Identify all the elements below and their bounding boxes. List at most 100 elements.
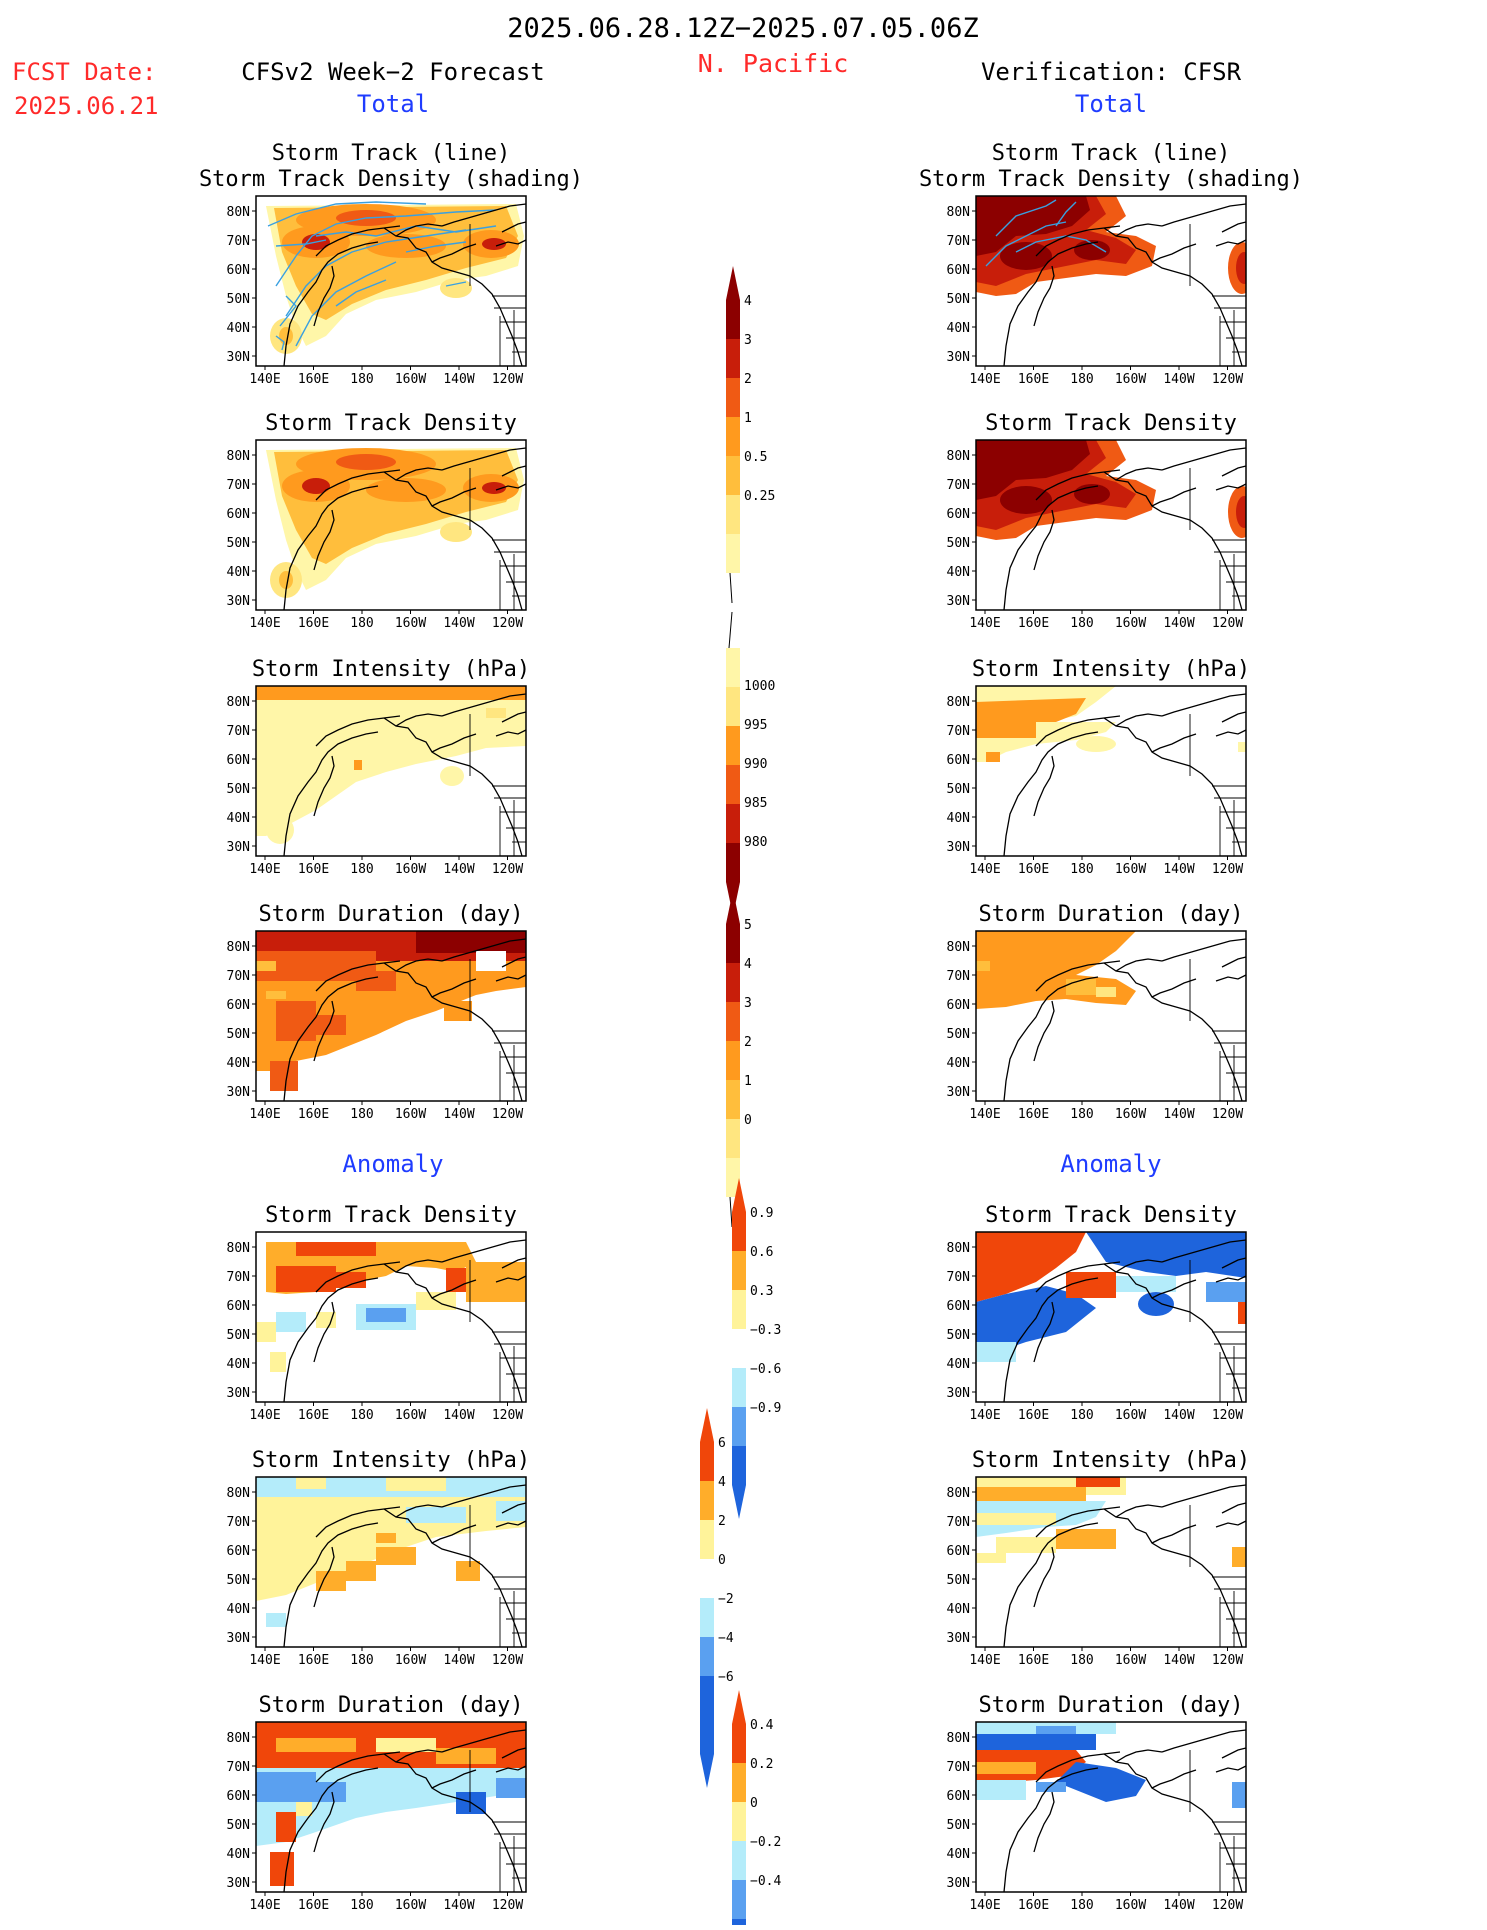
map-panel-forecast-2: Storm Track Density 80N 70N 60N 50N 40N 30N 140… (227, 411, 527, 631)
lat-tick-label: 30N (227, 1876, 250, 1891)
colorbar-tick-label: −0.2 (750, 1835, 781, 1850)
lat-tick-label: 60N (947, 1299, 970, 1314)
lon-tick-label: 160E (298, 1408, 329, 1423)
colorbar-tick-label: −2 (718, 1592, 734, 1607)
lat-tick-label: 80N (227, 1241, 250, 1256)
map-panel-forecast-7: Storm Duration (day) 80N 70N 60N 50N 40N 30N 14… (227, 1693, 527, 1913)
lon-tick-label: 140W (1163, 372, 1194, 387)
coastline (1003, 1729, 1247, 1893)
lat-tick-label: 50N (947, 1027, 970, 1042)
coastline (1003, 1239, 1247, 1403)
lon-tick-label: 160E (1018, 1107, 1049, 1122)
map-frame (255, 439, 527, 611)
colorbar-tick-label: 0.5 (744, 450, 767, 465)
lon-tick-label: 160W (395, 1408, 426, 1423)
map-frame (975, 685, 1247, 857)
lon-tick-label: 140E (969, 372, 1000, 387)
lon-tick-label: 140W (443, 1408, 474, 1423)
lon-tick-label: 160W (1115, 862, 1146, 877)
lon-tick-label: 160E (1018, 1898, 1049, 1913)
lat-tick-label: 50N (227, 292, 250, 307)
lon-tick-label: 180 (1070, 1107, 1093, 1122)
colorbar-tick-label: −0.3 (750, 1323, 781, 1338)
lat-tick-label: 70N (227, 478, 250, 493)
lon-tick-label: 180 (350, 1653, 373, 1668)
panel-title: Storm Intensity (hPa) (252, 657, 530, 682)
lon-tick-label: 140W (443, 616, 474, 631)
coastline (283, 938, 527, 1102)
lon-tick-label: 160W (1115, 1107, 1146, 1122)
lon-tick-label: 140E (249, 372, 280, 387)
lon-tick-label: 180 (1070, 1898, 1093, 1913)
lon-tick-label: 140E (969, 1898, 1000, 1913)
lon-tick-label: 140E (969, 616, 1000, 631)
lat-tick-label: 60N (947, 263, 970, 278)
lat-tick-label: 80N (947, 1241, 970, 1256)
lat-tick-label: 60N (947, 753, 970, 768)
lon-tick-label: 140E (249, 862, 280, 877)
lat-tick-label: 30N (947, 1085, 970, 1100)
period-title: 2025.06.28.12Z−2025.07.05.06Z (507, 13, 978, 44)
colorbar-duration: 5 4 3 2 1 0 (726, 890, 752, 1228)
panel-title: Storm Track Density (985, 411, 1237, 436)
coastline (283, 203, 527, 367)
lon-tick-label: 160W (395, 1107, 426, 1122)
lon-tick-label: 140W (1163, 1653, 1194, 1668)
lon-tick-label: 140W (443, 1653, 474, 1668)
lat-tick-label: 80N (227, 695, 250, 710)
map-frame (255, 195, 527, 367)
lat-tick-label: 70N (227, 1515, 250, 1530)
lat-tick-label: 70N (947, 1515, 970, 1530)
map-frame (255, 1721, 527, 1893)
map-frame (975, 1476, 1247, 1648)
lon-tick-label: 180 (1070, 372, 1093, 387)
colorbar-tick-label: 0.2 (750, 1757, 773, 1772)
lat-tick-label: 50N (227, 1818, 250, 1833)
lat-tick-label: 40N (227, 321, 250, 336)
lon-tick-label: 160E (298, 372, 329, 387)
colorbar-tick-label: 0 (718, 1553, 726, 1568)
lon-tick-label: 180 (1070, 862, 1093, 877)
lat-tick-label: 30N (227, 350, 250, 365)
lon-tick-label: 160E (1018, 862, 1049, 877)
lon-tick-label: 140E (249, 616, 280, 631)
map-panel-verification-1: Storm Track (line)Storm Track Density (s… (919, 141, 1303, 387)
colorbar-tick-label: 1000 (744, 679, 775, 694)
lon-tick-label: 160W (395, 1898, 426, 1913)
lat-tick-label: 70N (947, 724, 970, 739)
colorbar-tick-label: 3 (744, 996, 752, 1011)
panel-title: Storm Track Density (265, 1203, 517, 1228)
coastline (283, 1729, 527, 1893)
panel-title: Storm Track Density (985, 1203, 1237, 1228)
lon-tick-label: 120W (492, 1653, 523, 1668)
lat-tick-label: 40N (227, 1357, 250, 1372)
lat-tick-label: 40N (947, 811, 970, 826)
lat-tick-label: 50N (947, 536, 970, 551)
lat-tick-label: 70N (947, 478, 970, 493)
lon-tick-label: 180 (350, 1408, 373, 1423)
lon-tick-label: 120W (492, 372, 523, 387)
lat-tick-label: 30N (947, 350, 970, 365)
anomaly-label-left: Anomaly (342, 1150, 443, 1178)
colorbar-tick-label: 0.4 (750, 1718, 774, 1733)
map-panel-verification-2: Storm Track Density 80N 70N 60N 50N 40N 30N 140… (947, 411, 1247, 631)
panel-title: Storm Track Density (265, 411, 517, 436)
lon-tick-label: 120W (1212, 1898, 1243, 1913)
lon-tick-label: 160E (1018, 616, 1049, 631)
lat-tick-label: 50N (227, 1328, 250, 1343)
lon-tick-label: 160E (298, 1653, 329, 1668)
panel-title: Storm Intensity (hPa) (972, 1448, 1250, 1473)
lon-tick-label: 160W (395, 616, 426, 631)
panel-title: Storm Track Density (shading) (919, 167, 1303, 192)
lat-tick-label: 80N (227, 1486, 250, 1501)
colorbar-tick-label: −4 (718, 1631, 734, 1646)
colorbar-tick-label: 0.3 (750, 1284, 773, 1299)
colorbar-tick-label: 0 (744, 1113, 752, 1128)
lat-tick-label: 80N (227, 940, 250, 955)
lon-tick-label: 140E (249, 1653, 280, 1668)
lat-tick-label: 60N (947, 1789, 970, 1804)
lat-tick-label: 80N (947, 695, 970, 710)
lon-tick-label: 180 (350, 1898, 373, 1913)
lat-tick-label: 40N (947, 1602, 970, 1617)
